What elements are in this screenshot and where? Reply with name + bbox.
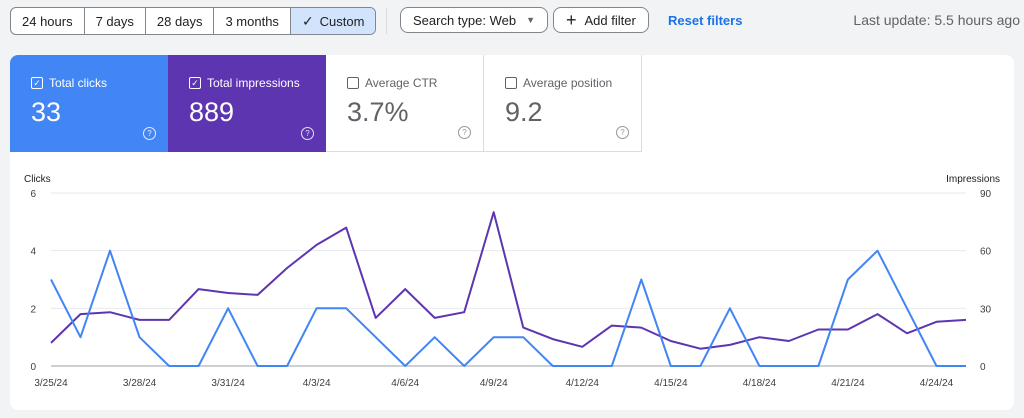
date-range-label: 3 months [225,13,279,29]
metric-tile-ctr[interactable]: Average CTR 3.7%? [326,55,484,152]
right-axis-title: Impressions [946,174,1000,185]
date-range-selector: 24 hours 7 days 28 days 3 months ✓ Custom [10,7,377,35]
plus-icon: + [566,10,577,30]
left-axis-title: Clicks [24,174,51,185]
toolbar: 24 hours 7 days 28 days 3 months ✓ Custom Sea… [0,0,1024,40]
date-range-label: Custom [319,13,365,29]
series-line-impressions [50,211,967,350]
left-tick-label: 4 [30,247,36,258]
metric-label: Average position [505,76,612,90]
metric-tile-clicks[interactable]: ✓ Total clicks 33? [10,55,168,152]
reset-filters-link[interactable]: Reset filters [668,13,743,28]
date-range-label: 28 days [156,13,203,29]
metric-tabs: ✓ Total clicks 33? ✓ Total impressions 889? Av… [10,55,642,152]
x-tick-label: 4/6/24 [391,378,419,389]
date-range-label: 24 hours [22,13,73,29]
metric-label-text: Total impressions [207,76,300,90]
help-icon[interactable]: ? [458,126,471,139]
date-range-custom[interactable]: ✓ Custom [290,8,376,34]
x-tick-label: 3/31/24 [211,378,245,389]
x-tick-label: 4/12/24 [566,378,600,389]
date-range-28-days[interactable]: 28 days [146,8,215,34]
x-tick-label: 4/3/24 [303,378,331,389]
date-range-label: 7 days [95,13,134,29]
right-tick-label: 0 [980,362,986,373]
metric-label-text: Average position [523,76,613,90]
left-tick-label: 6 [30,189,36,200]
x-tick-label: 4/15/24 [654,378,688,389]
left-tick-label: 0 [30,362,36,373]
metric-label-text: Total clicks [49,76,108,90]
last-update-text: Last update: 5.5 hours ago [853,12,1020,28]
date-range-3-months[interactable]: 3 months [214,8,291,34]
right-tick-label: 90 [980,189,992,200]
checkbox-checked-icon[interactable]: ✓ [31,77,43,89]
metric-value: 889 [189,97,235,127]
metric-tile-position[interactable]: Average position 9.2? [484,55,642,152]
help-icon[interactable]: ? [616,126,629,139]
help-icon[interactable]: ? [143,127,156,140]
performance-card: Clicks Impressions 0 2 4 6 0 30 60 90 3/25/24 3/28/… [10,55,1014,410]
x-tick-label: 3/28/24 [123,378,157,389]
check-icon: ✓ [301,12,314,29]
add-filter-button[interactable]: + Add filter [553,7,649,33]
checkbox-checked-icon[interactable]: ✓ [189,77,201,89]
caret-down-icon: ▼ [526,15,536,25]
x-tick-label: 4/24/24 [920,378,954,389]
search-type-dropdown[interactable]: Search type: Web ▼ [400,7,549,33]
metric-label: Average CTR [347,76,437,90]
checkbox-icon[interactable] [505,77,517,89]
left-tick-label: 2 [30,304,36,315]
help-icon[interactable]: ? [301,127,314,140]
metric-value: 9.2 [505,97,543,127]
metric-label-text: Average CTR [365,76,438,90]
metric-value: 33 [31,97,62,127]
metric-label: ✓ Total clicks [31,76,107,90]
x-tick-label: 4/21/24 [831,378,865,389]
date-range-24-hours[interactable]: 24 hours [11,8,85,34]
toolbar-divider [386,8,387,34]
right-tick-label: 30 [980,304,992,315]
checkbox-icon[interactable] [347,77,359,89]
x-tick-label: 4/18/24 [743,378,777,389]
x-tick-label: 3/25/24 [34,378,68,389]
metric-value: 3.7% [347,97,409,127]
right-tick-label: 60 [980,247,992,258]
add-filter-label: Add filter [584,12,636,28]
metric-tile-impressions[interactable]: ✓ Total impressions 889? [168,55,326,152]
x-tick-label: 4/9/24 [480,378,508,389]
metric-label: ✓ Total impressions [189,76,300,90]
search-type-label: Search type: Web [413,12,517,28]
series-line-clicks [50,249,966,367]
date-range-7-days[interactable]: 7 days [85,8,146,34]
